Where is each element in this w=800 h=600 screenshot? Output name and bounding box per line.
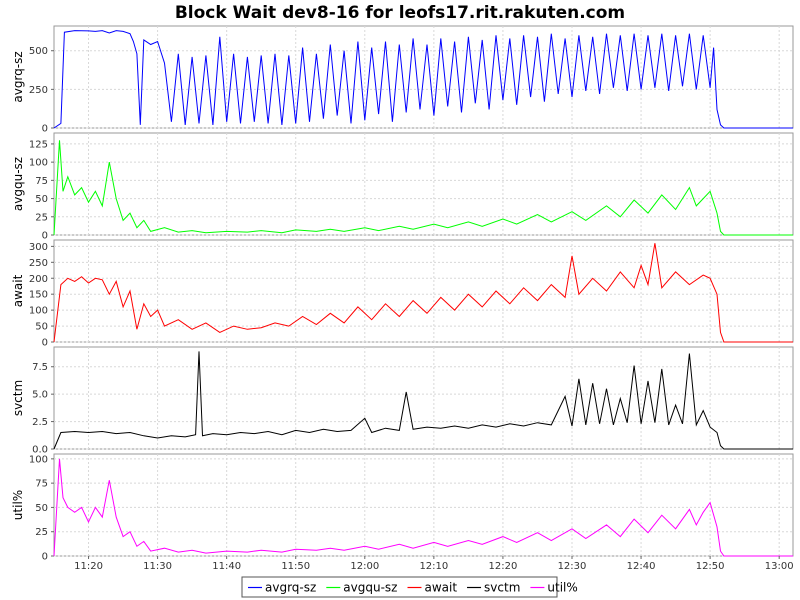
series-line-svctm bbox=[53, 351, 793, 450]
y-tick-label: 100 bbox=[29, 158, 48, 169]
y-tick-label: 5.0 bbox=[32, 390, 48, 401]
y-tick-label: 2.5 bbox=[32, 417, 48, 428]
legend-box bbox=[241, 576, 558, 598]
y-tick-label: 0 bbox=[42, 552, 48, 563]
x-tick-label: 11:20 bbox=[74, 561, 103, 572]
y-axis-label: avgqu-sz bbox=[11, 157, 25, 211]
y-tick-label: 0 bbox=[42, 338, 48, 349]
x-tick-label: 12:50 bbox=[696, 561, 725, 572]
y-tick-label: 250 bbox=[29, 85, 48, 96]
x-tick-label: 12:20 bbox=[489, 561, 518, 572]
legend-item-svctm: svctm bbox=[467, 581, 520, 595]
panel-frame bbox=[53, 346, 794, 450]
y-tick-label: 0.0 bbox=[32, 445, 48, 456]
y-tick-label: 7.5 bbox=[32, 362, 48, 373]
panel-avgrq-sz: 0 250 500 avgrq-sz bbox=[11, 25, 794, 135]
y-tick-label: 75 bbox=[35, 479, 48, 490]
panel-await: 0 50 100 150 200 250 300 await bbox=[11, 239, 794, 349]
y-axis-label: util% bbox=[11, 490, 25, 520]
legend-item-avgrq-sz: avgrq-sz bbox=[248, 581, 316, 595]
x-tick-label: 12:00 bbox=[350, 561, 379, 572]
y-tick-label: 300 bbox=[29, 242, 48, 253]
y-tick-label: 150 bbox=[29, 290, 48, 301]
y-axis-label: await bbox=[11, 274, 25, 307]
series-line-avgqu-sz bbox=[53, 140, 793, 236]
chart-panels: 0250500avgrq-sz0255075100125avgqu-sz0501… bbox=[11, 25, 794, 563]
y-tick-label: 25 bbox=[35, 212, 48, 223]
y-tick-label: 50 bbox=[35, 322, 48, 333]
y-tick-label: 100 bbox=[29, 306, 48, 317]
panel-frame bbox=[53, 239, 794, 343]
legend-label: svctm bbox=[484, 581, 520, 595]
x-tick-label: 12:10 bbox=[419, 561, 448, 572]
y-tick-label: 125 bbox=[29, 139, 48, 150]
y-tick-label: 75 bbox=[35, 176, 48, 187]
x-tick-label: 12:40 bbox=[627, 561, 656, 572]
chart-legend: avgrq-sz avgqu-sz await svctm util% bbox=[241, 576, 578, 598]
series-line-await bbox=[53, 243, 793, 343]
panel-frame bbox=[53, 132, 794, 236]
y-tick-label: 500 bbox=[29, 46, 48, 57]
legend-label: util% bbox=[547, 581, 577, 595]
y-tick-label: 250 bbox=[29, 258, 48, 269]
y-tick-label: 200 bbox=[29, 274, 48, 285]
panel-svctm: 0.0 2.5 5.0 7.5 svctm bbox=[11, 346, 794, 456]
x-tick-label: 11:50 bbox=[281, 561, 310, 572]
x-axis: 11:20 11:30 11:40 11:50 12:00 12:10 12:20 12:30… bbox=[74, 556, 794, 572]
y-axis-label: svctm bbox=[11, 380, 25, 416]
panel-avgqu-sz: 0 25 50 75 100 125 avgqu-sz bbox=[11, 132, 794, 242]
legend-item-avgqu-sz: avgqu-sz bbox=[326, 581, 397, 595]
x-tick-label: 13:00 bbox=[765, 561, 794, 572]
legend-label: avgrq-sz bbox=[265, 581, 316, 595]
y-tick-label: 50 bbox=[35, 503, 48, 514]
chart-title: Block Wait dev8-16 for leofs17.rit.rakut… bbox=[175, 3, 625, 23]
x-tick-label: 11:40 bbox=[212, 561, 241, 572]
y-tick-label: 0 bbox=[42, 231, 48, 242]
panel-util%: 0 25 50 75 100 util% bbox=[11, 453, 794, 563]
y-tick-label: 0 bbox=[42, 124, 48, 135]
x-tick-label: 11:30 bbox=[143, 561, 172, 572]
series-line-avgrq-sz bbox=[53, 30, 793, 129]
legend-item-util%: util% bbox=[530, 581, 578, 595]
legend-item-await: await bbox=[407, 581, 457, 595]
panel-frame bbox=[53, 453, 794, 557]
y-tick-label: 25 bbox=[35, 527, 48, 538]
legend-label: avgqu-sz bbox=[343, 581, 397, 595]
y-tick-label: 50 bbox=[35, 194, 48, 205]
series-line-util% bbox=[53, 458, 793, 557]
y-axis-label: avgrq-sz bbox=[11, 51, 25, 102]
legend-label: await bbox=[424, 581, 457, 595]
y-tick-label: 100 bbox=[29, 454, 48, 465]
x-tick-label: 12:30 bbox=[558, 561, 587, 572]
